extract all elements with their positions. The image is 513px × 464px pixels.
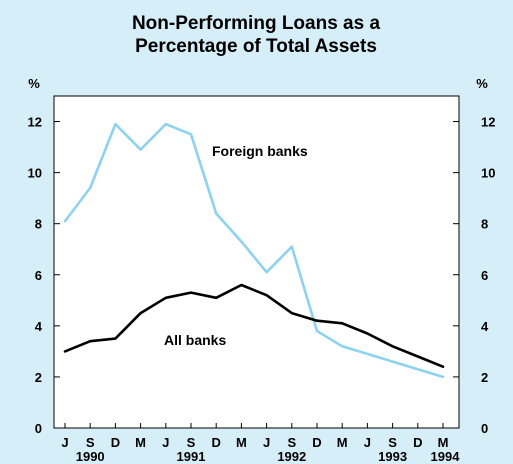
- series-label-foreign-banks: Foreign banks: [212, 143, 308, 159]
- x-tick-label: J: [364, 435, 371, 450]
- x-tick-label: S: [287, 435, 296, 450]
- series-label-all-banks: All banks: [164, 332, 226, 348]
- series-line-all-banks: [63, 283, 445, 369]
- y-tick-label-right: 6: [481, 268, 488, 283]
- y-tick-label-left: 12: [28, 115, 42, 130]
- x-tick-label: M: [236, 435, 247, 450]
- y-tick-label-left: 2: [35, 370, 42, 385]
- y-tick-label-right: 12: [481, 115, 495, 130]
- right-axis-unit: %: [476, 76, 488, 91]
- x-tick-label: M: [438, 435, 449, 450]
- x-tick-label: J: [61, 435, 68, 450]
- y-tick-label-right: 0: [481, 421, 488, 436]
- x-year-label: 1991: [177, 449, 206, 464]
- x-tick-label: D: [111, 435, 120, 450]
- y-tick-label-left: 10: [28, 166, 42, 181]
- x-year-label: 1993: [378, 449, 407, 464]
- chart-title-line-2: Percentage of Total Assets: [135, 36, 377, 57]
- y-tick-label-right: 10: [481, 166, 495, 181]
- x-tick-label: D: [312, 435, 321, 450]
- x-tick-label: J: [162, 435, 169, 450]
- x-tick-label: S: [388, 435, 397, 450]
- y-tick-label-right: 8: [481, 217, 488, 232]
- x-tick-label: S: [187, 435, 196, 450]
- x-tick-label: D: [413, 435, 422, 450]
- y-tick-label-left: 0: [35, 421, 42, 436]
- plot-area: [53, 95, 460, 429]
- x-tick-label: D: [212, 435, 221, 450]
- series-lines: [63, 122, 445, 379]
- x-year-label-end: 1994: [431, 449, 461, 464]
- series-line-foreign-banks: [63, 122, 445, 379]
- left-axis-unit: %: [28, 76, 40, 91]
- y-tick-label-left: 4: [35, 319, 43, 334]
- x-tick-label: J: [263, 435, 270, 450]
- y-tick-label-left: 8: [35, 217, 42, 232]
- y-tick-label-right: 4: [481, 319, 489, 334]
- chart-title-line-1: Non-Performing Loans as a: [132, 13, 381, 34]
- x-year-label: 1990: [76, 449, 105, 464]
- x-year-label: 1992: [277, 449, 306, 464]
- y-tick-label-right: 2: [481, 370, 488, 385]
- y-tick-label-left: 6: [35, 268, 42, 283]
- x-tick-label: M: [337, 435, 348, 450]
- x-tick-label: M: [135, 435, 146, 450]
- x-tick-label: S: [86, 435, 95, 450]
